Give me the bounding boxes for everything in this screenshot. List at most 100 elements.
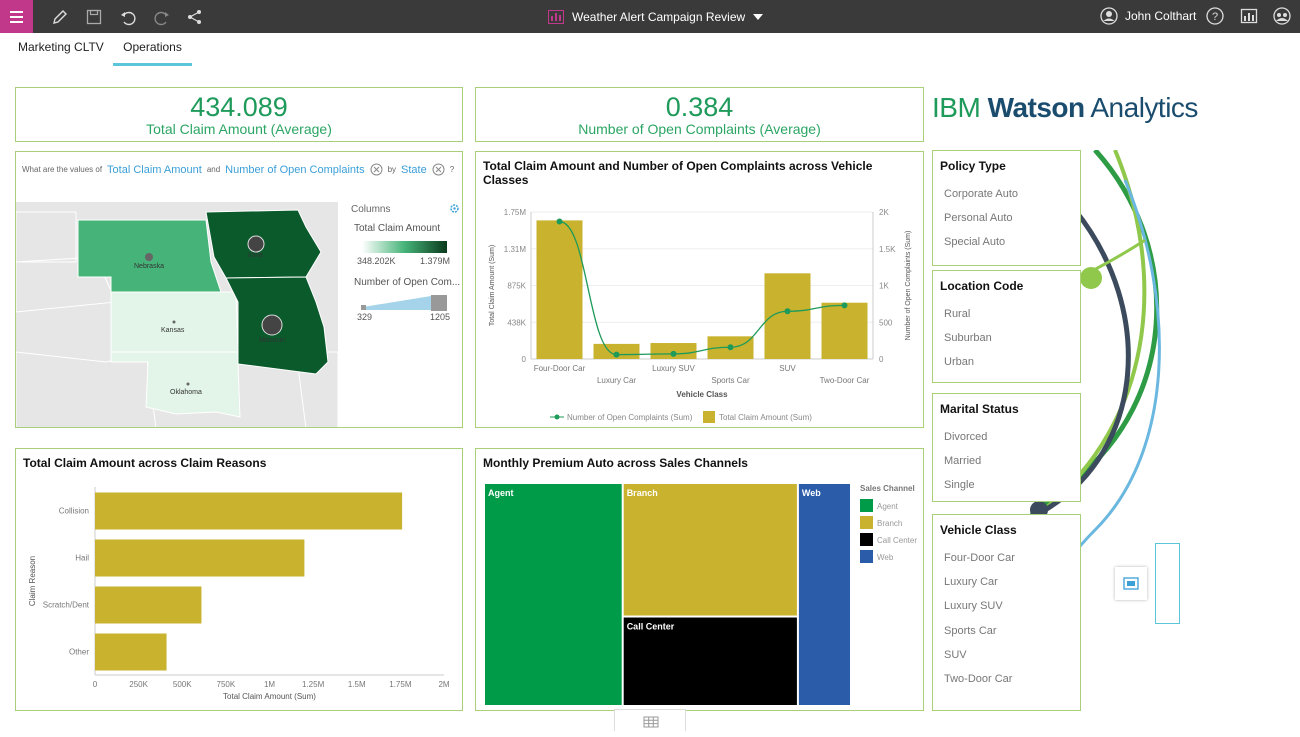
y2-tick-label: 1.5K xyxy=(879,245,896,254)
chart-report-icon[interactable] xyxy=(1239,6,1259,26)
filter-item[interactable]: Two-Door Car xyxy=(944,673,1013,685)
horizontal-bar-chart[interactable]: 0 250K 500K 750K 1M 1.25M 1.5M 1.75M 2M Collision… xyxy=(16,479,462,709)
line-point[interactable] xyxy=(556,218,563,225)
filter-item[interactable]: Married xyxy=(944,455,982,467)
filter-item[interactable]: Luxury SUV xyxy=(944,600,1003,612)
chart-title: Total Claim Amount and Number of Open Co… xyxy=(483,159,873,187)
map-point-kansas[interactable] xyxy=(172,320,176,324)
x-tick-label: 250K xyxy=(129,680,148,689)
kpi-total-claim-amount[interactable]: 434.089 Total Claim Amount (Average) xyxy=(15,87,463,142)
map-point-nebraska[interactable] xyxy=(145,253,153,261)
grid-toggle-button[interactable] xyxy=(614,709,686,731)
user-name[interactable]: John Colthart xyxy=(1125,9,1197,23)
state-label-kansas: Kansas xyxy=(161,327,185,334)
settings-gear-icon[interactable] xyxy=(449,203,460,214)
legend-bar-swatch xyxy=(703,411,715,423)
treemap-tile-label: Branch xyxy=(627,488,658,498)
user-avatar-icon[interactable] xyxy=(1099,6,1119,26)
treemap-tile[interactable] xyxy=(623,617,797,705)
map-point-iowa[interactable] xyxy=(247,235,265,253)
help-icon[interactable]: ? xyxy=(1205,6,1225,26)
y-tick-label: Hail xyxy=(75,554,89,563)
filter-title: Vehicle Class xyxy=(940,523,1017,537)
filter-item[interactable]: Personal Auto xyxy=(944,212,1013,224)
save-icon[interactable] xyxy=(84,7,104,27)
bar[interactable] xyxy=(593,343,640,359)
y-axis-title: Claim Reason xyxy=(28,556,37,606)
filter-item[interactable]: Rural xyxy=(944,308,971,320)
community-icon[interactable] xyxy=(1272,6,1292,26)
bar[interactable] xyxy=(536,220,583,359)
filter-item[interactable]: Special Auto xyxy=(944,236,1006,248)
filter-title: Marital Status xyxy=(940,402,1019,416)
question-prefix: What are the values of xyxy=(22,165,103,174)
treemap-tile[interactable] xyxy=(623,484,797,616)
expand-panel-button[interactable] xyxy=(1115,567,1147,600)
line-point[interactable] xyxy=(841,302,848,309)
bar[interactable] xyxy=(95,633,167,671)
x-tick-label: SUV xyxy=(779,364,796,373)
state-map[interactable]: Nebraska Iowa Kansas Missouri Oklahoma xyxy=(16,202,338,428)
tab-operations[interactable]: Operations xyxy=(113,40,192,66)
x-tick-label: 1M xyxy=(264,680,275,689)
undo-icon[interactable] xyxy=(118,7,138,27)
state-label-oklahoma: Oklahoma xyxy=(170,389,202,396)
filter-item[interactable]: Divorced xyxy=(944,431,988,443)
line-point[interactable] xyxy=(613,351,620,358)
kpi-value: 0.384 xyxy=(665,92,734,122)
hamburger-menu-icon[interactable] xyxy=(0,0,33,33)
legend-label: Web xyxy=(877,553,894,562)
line-point[interactable] xyxy=(727,344,734,351)
filter-item[interactable]: SUV xyxy=(944,649,967,661)
legend-swatch xyxy=(860,499,873,512)
line-point[interactable] xyxy=(784,308,791,315)
bar[interactable] xyxy=(95,586,202,624)
side-drawer-handle[interactable] xyxy=(1155,543,1180,624)
remove-dimension-icon[interactable] xyxy=(432,163,445,176)
legend-label: Number of Open Complaints (Sum) xyxy=(567,413,693,422)
line-point[interactable] xyxy=(670,350,677,357)
measure-total-claim-amount[interactable]: Total Claim Amount xyxy=(107,163,202,176)
y-tick-label: Scratch/Dent xyxy=(43,601,90,610)
filter-title: Policy Type xyxy=(940,159,1006,173)
filter-marital-status: Marital Status Divorced Married Single xyxy=(932,393,1081,502)
combo-chart[interactable]: 0 438K 875K 1.31M 1.75M 0 500 1K 1.5K 2K Four-Door… xyxy=(476,197,923,427)
filter-item[interactable]: Corporate Auto xyxy=(944,188,1018,200)
bar[interactable] xyxy=(95,492,403,530)
bar[interactable] xyxy=(821,302,868,359)
y-tick-label: 875K xyxy=(507,282,526,291)
treemap-tile[interactable] xyxy=(485,484,622,705)
filter-item[interactable]: Urban xyxy=(944,356,974,368)
filter-item[interactable]: Single xyxy=(944,479,975,491)
measure-open-complaints[interactable]: Number of Open Complaints xyxy=(225,163,365,176)
bar[interactable] xyxy=(95,539,305,577)
filter-item[interactable]: Four-Door Car xyxy=(944,552,1015,564)
filter-item[interactable]: Sports Car xyxy=(944,625,997,637)
legend-swatch xyxy=(860,533,873,546)
treemap-chart[interactable]: Agent Branch Call Center Web Sales Channel Ag… xyxy=(476,479,923,709)
chevron-down-icon xyxy=(753,14,764,20)
treemap-tile[interactable] xyxy=(798,484,850,705)
x-tick-label: Sports Car xyxy=(711,376,750,385)
filter-item[interactable]: Luxury Car xyxy=(944,576,998,588)
pencil-edit-icon[interactable] xyxy=(50,7,70,27)
filter-item[interactable]: Suburban xyxy=(944,332,992,344)
remove-measure-icon[interactable] xyxy=(370,163,383,176)
map-point-missouri[interactable] xyxy=(261,314,283,336)
state-oklahoma[interactable] xyxy=(110,351,241,418)
share-icon[interactable] xyxy=(185,7,205,27)
y-axis-title: Total Claim Amount (Sum) xyxy=(489,245,496,326)
redo-icon[interactable] xyxy=(152,7,172,27)
question-help[interactable]: ? xyxy=(449,165,455,174)
legend1-max: 1.379M xyxy=(420,256,451,266)
legend-label: Call Center xyxy=(877,536,917,545)
dimension-state[interactable]: State xyxy=(401,163,427,176)
kpi-open-complaints[interactable]: 0.384 Number of Open Complaints (Average… xyxy=(475,87,924,142)
y2-tick-label: 1K xyxy=(879,282,889,291)
dashboard-title-dropdown[interactable]: Weather Alert Campaign Review xyxy=(548,8,764,26)
tab-marketing-cltv[interactable]: Marketing CLTV xyxy=(18,40,104,54)
treemap-tile-label: Agent xyxy=(488,488,514,498)
y-tick-label: Collision xyxy=(59,507,89,516)
legend2-size-wedge xyxy=(361,295,447,311)
map-point-oklahoma[interactable] xyxy=(186,382,190,386)
